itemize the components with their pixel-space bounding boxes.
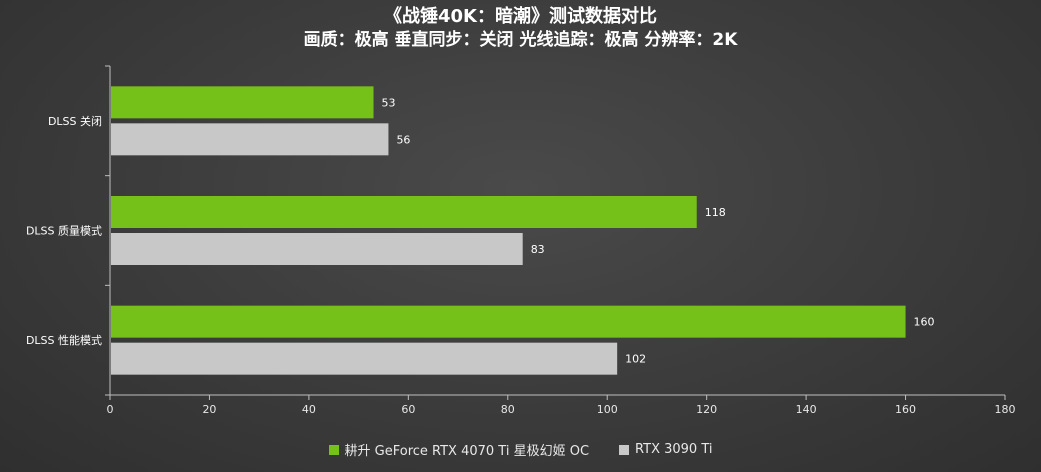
legend-swatch-series-2 — [619, 444, 630, 455]
x-tick-label: 140 — [796, 403, 817, 416]
bar-value-label: 53 — [382, 96, 396, 109]
x-tick-label: 40 — [302, 403, 316, 416]
x-tick-label: 160 — [895, 403, 916, 416]
legend-label-series-2: RTX 3090 Ti — [635, 442, 713, 457]
bar-series-1 — [111, 196, 697, 228]
chart-legend: 耕升 GeForce RTX 4070 Ti 星极幻姬 OC RTX 3090 … — [0, 440, 1041, 459]
x-tick-label: 80 — [501, 403, 515, 416]
x-tick-label: 100 — [597, 403, 618, 416]
y-category-label: DLSS 质量模式 — [26, 225, 102, 238]
chart-title: 《战锤40K：暗潮》测试数据对比 — [384, 6, 657, 27]
bar-series-2 — [111, 233, 523, 265]
bar-series-2 — [111, 123, 389, 156]
bar-series-1 — [111, 86, 374, 119]
x-tick-label: 120 — [696, 403, 717, 416]
y-category-label: DLSS 关闭 — [48, 114, 102, 128]
x-tick-label: 180 — [995, 403, 1016, 416]
y-category-label: DLSS 性能模式 — [26, 333, 102, 347]
legend-swatch-series-1 — [328, 444, 339, 455]
bar-value-label: 118 — [705, 206, 726, 219]
legend-item-series-2: RTX 3090 Ti — [619, 442, 712, 457]
x-tick-label: 60 — [401, 403, 415, 416]
legend-item-series-1: 耕升 GeForce RTX 4070 Ti 星极幻姬 OC — [328, 440, 590, 459]
bar-value-label: 102 — [625, 353, 646, 366]
legend-label-series-1: 耕升 GeForce RTX 4070 Ti 星极幻姬 OC — [344, 444, 590, 459]
chart-title-block: 《战锤40K：暗潮》测试数据对比 画质：极高 垂直同步：关闭 光线追踪：极高 分… — [0, 6, 1041, 52]
bar-value-label: 56 — [396, 133, 410, 146]
x-tick-label: 0 — [107, 403, 114, 416]
bar-series-2 — [111, 342, 618, 375]
bar-value-label: 83 — [531, 243, 545, 256]
x-tick-label: 20 — [202, 403, 216, 416]
chart-subtitle: 画质：极高 垂直同步：关闭 光线追踪：极高 分辨率：2K — [303, 30, 738, 50]
bar-value-label: 160 — [914, 316, 935, 329]
bar-series-1 — [111, 305, 906, 338]
